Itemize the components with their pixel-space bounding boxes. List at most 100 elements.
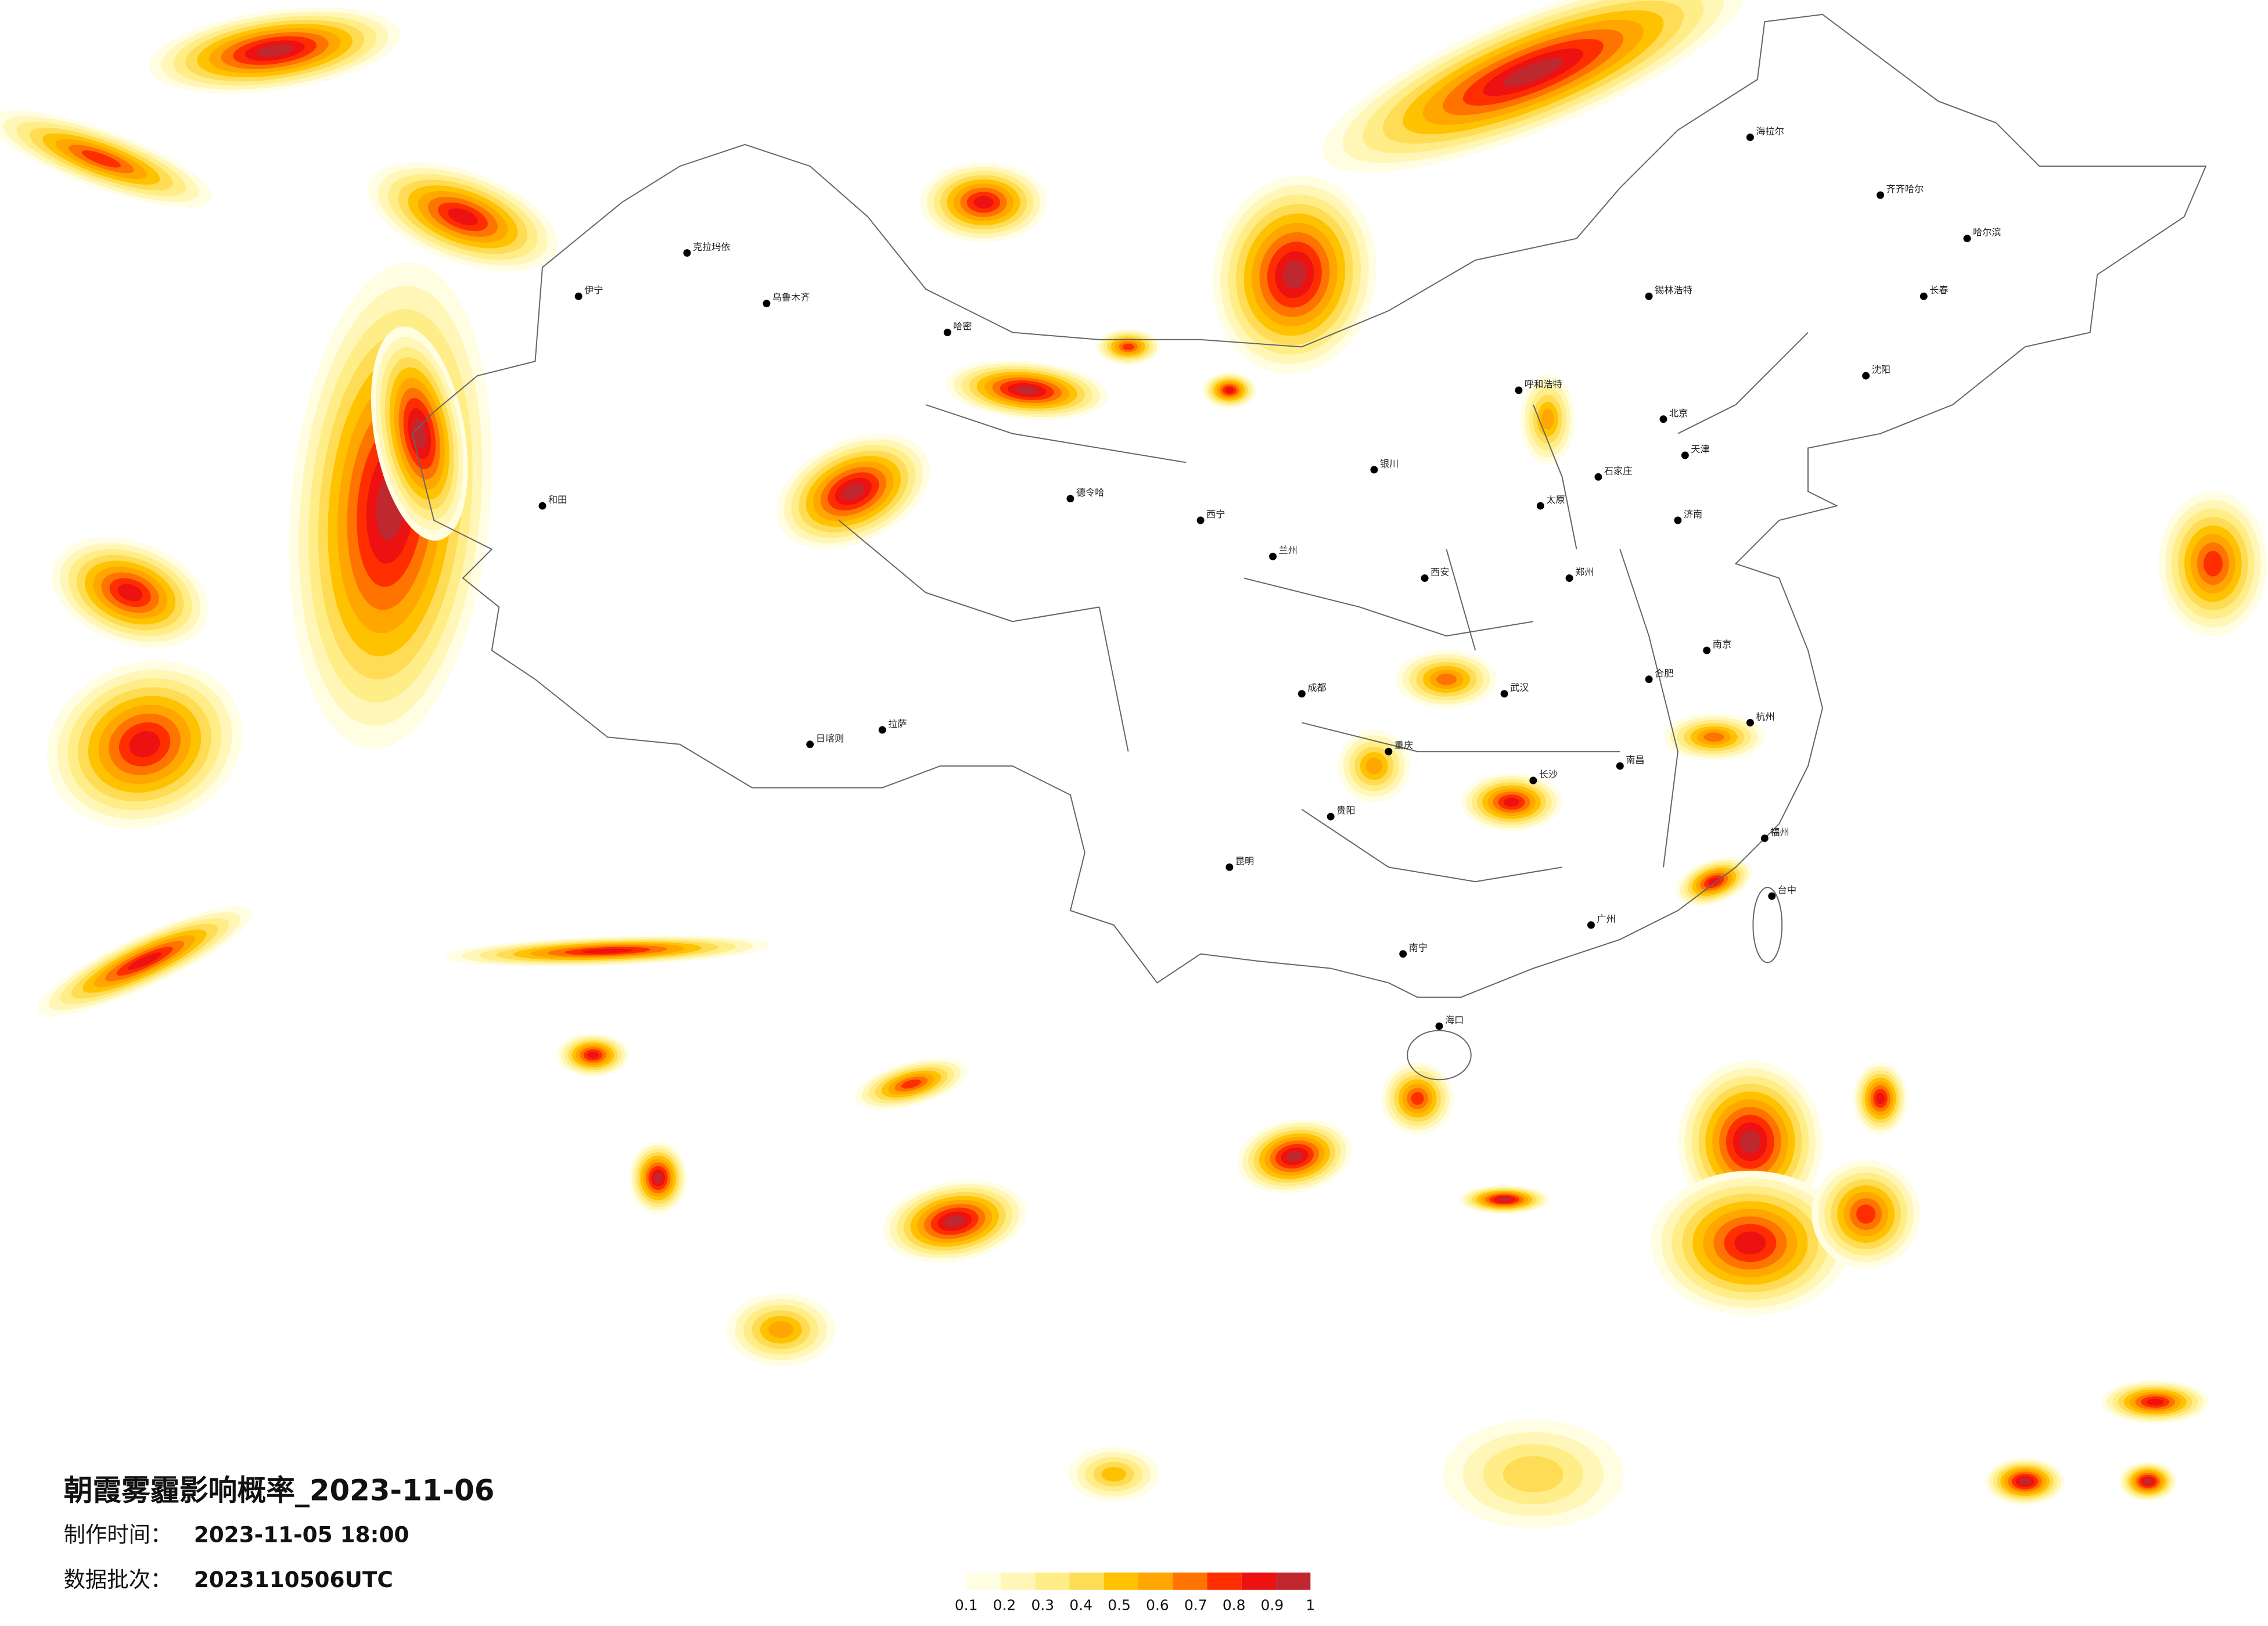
legend-swatch xyxy=(1000,1572,1036,1590)
city-dot xyxy=(1703,646,1711,654)
field-cell xyxy=(768,1321,794,1339)
city-dot xyxy=(1385,747,1393,756)
city-label: 呼和浩特 xyxy=(1525,379,1562,390)
field-cell xyxy=(1286,1151,1303,1162)
legend-tick-label: 0.9 xyxy=(1261,1597,1284,1614)
city-dot xyxy=(1421,574,1429,582)
field-cell xyxy=(1876,1092,1885,1105)
city-label: 台中 xyxy=(1778,884,1796,895)
city-label: 济南 xyxy=(1684,509,1702,520)
city-dot xyxy=(1066,495,1074,503)
city-dot xyxy=(1587,921,1595,929)
legend-tick-label: 0.5 xyxy=(1108,1597,1131,1614)
city-label: 哈密 xyxy=(953,321,972,332)
field-cell xyxy=(129,731,160,758)
city-dot xyxy=(1760,834,1769,843)
city-label: 天津 xyxy=(1691,444,1709,455)
field-cell xyxy=(2019,1478,2031,1485)
hainan xyxy=(1407,1030,1472,1081)
field-cell xyxy=(1503,1456,1563,1492)
province-lines xyxy=(838,332,1809,883)
china-outline xyxy=(411,13,2207,998)
city-dot xyxy=(943,328,951,336)
field-cell xyxy=(1225,387,1234,393)
legend-tick-label: 0.2 xyxy=(993,1597,1016,1614)
city-label: 南宁 xyxy=(1409,942,1428,954)
field-cell xyxy=(1734,1231,1766,1255)
city-dot xyxy=(1746,133,1754,141)
field-cell xyxy=(1015,386,1039,395)
batch-label: 数据批次： xyxy=(64,1567,172,1592)
city-dot xyxy=(1399,950,1407,958)
city-dot xyxy=(538,502,547,510)
city-dot xyxy=(1536,502,1544,510)
legend-swatch xyxy=(1104,1572,1138,1590)
city-label: 贵阳 xyxy=(1336,805,1355,816)
legend-swatch xyxy=(1069,1572,1104,1590)
field-cell xyxy=(1282,260,1307,289)
city-dot xyxy=(1529,776,1537,785)
city-label: 南昌 xyxy=(1626,754,1644,765)
city-label: 乌鲁木齐 xyxy=(772,292,810,303)
legend-tick-label: 0.7 xyxy=(1184,1597,1207,1614)
production-time: 2023-11-05 18:00 xyxy=(194,1522,409,1548)
field-cell xyxy=(587,1051,599,1059)
city-dot xyxy=(1515,386,1523,394)
city-dot xyxy=(1435,1022,1443,1030)
probability-field xyxy=(0,0,2267,1528)
city-label: 银川 xyxy=(1380,458,1399,469)
city-dot xyxy=(1225,863,1234,871)
legend-tick-label: 0.4 xyxy=(1069,1597,1092,1614)
city-dot xyxy=(1565,574,1573,582)
city-dot xyxy=(1681,451,1689,459)
field-cell xyxy=(1122,343,1134,350)
city-label: 哈尔滨 xyxy=(1973,227,2001,238)
field-cell xyxy=(654,1172,663,1183)
city-dot xyxy=(1963,235,1971,243)
city-dot xyxy=(1297,690,1306,698)
city-dot xyxy=(1196,516,1205,524)
legend: 0.1 0.2 0.3 0.4 0.5 0.6 0.7 0.8 0.9 1 xyxy=(955,1572,1315,1614)
legend-tick-label: 0.3 xyxy=(1031,1597,1055,1614)
field-cell xyxy=(2203,551,2223,577)
field-cell xyxy=(842,483,865,500)
city-label: 福州 xyxy=(1770,827,1789,838)
city-dot xyxy=(1645,675,1653,684)
field-cell xyxy=(1365,757,1383,775)
city-dot xyxy=(1920,292,1928,300)
legend-swatch xyxy=(1138,1572,1173,1590)
city-dot xyxy=(1746,718,1754,726)
batch: 2023110506UTC xyxy=(194,1567,393,1592)
field-cell xyxy=(2147,1398,2164,1406)
city-dot xyxy=(1645,292,1653,300)
boundaries xyxy=(411,13,2207,1081)
city-dot xyxy=(1616,762,1624,770)
city-label: 郑州 xyxy=(1575,567,1594,578)
city-label: 和田 xyxy=(548,494,567,505)
taiwan xyxy=(1752,887,1783,963)
field-cell xyxy=(1436,673,1457,685)
city-label: 沈阳 xyxy=(1872,364,1890,375)
city-label: 北京 xyxy=(1669,408,1688,419)
city-label: 杭州 xyxy=(1756,711,1774,722)
field-cell xyxy=(1856,1204,1876,1224)
field-cell xyxy=(1503,797,1520,807)
field-cell xyxy=(1739,1130,1761,1154)
city-label: 齐齐哈尔 xyxy=(1886,184,1924,195)
field-cell xyxy=(1703,732,1724,742)
city-label: 德令哈 xyxy=(1076,487,1105,498)
city-label: 克拉玛依 xyxy=(693,242,731,253)
legend-swatch xyxy=(1173,1572,1207,1590)
city-dot xyxy=(1327,812,1335,821)
legend-tick-label: 0.1 xyxy=(955,1597,978,1614)
field-cell xyxy=(1101,1466,1126,1482)
city-label: 西宁 xyxy=(1206,509,1225,520)
legend-tick-label: 0.6 xyxy=(1146,1597,1169,1614)
city-label: 合肥 xyxy=(1655,668,1673,679)
city-label: 长沙 xyxy=(1539,769,1558,780)
city-label: 海拉尔 xyxy=(1756,125,1784,136)
city-dot xyxy=(1269,552,1277,560)
legend-swatch xyxy=(1207,1572,1242,1590)
